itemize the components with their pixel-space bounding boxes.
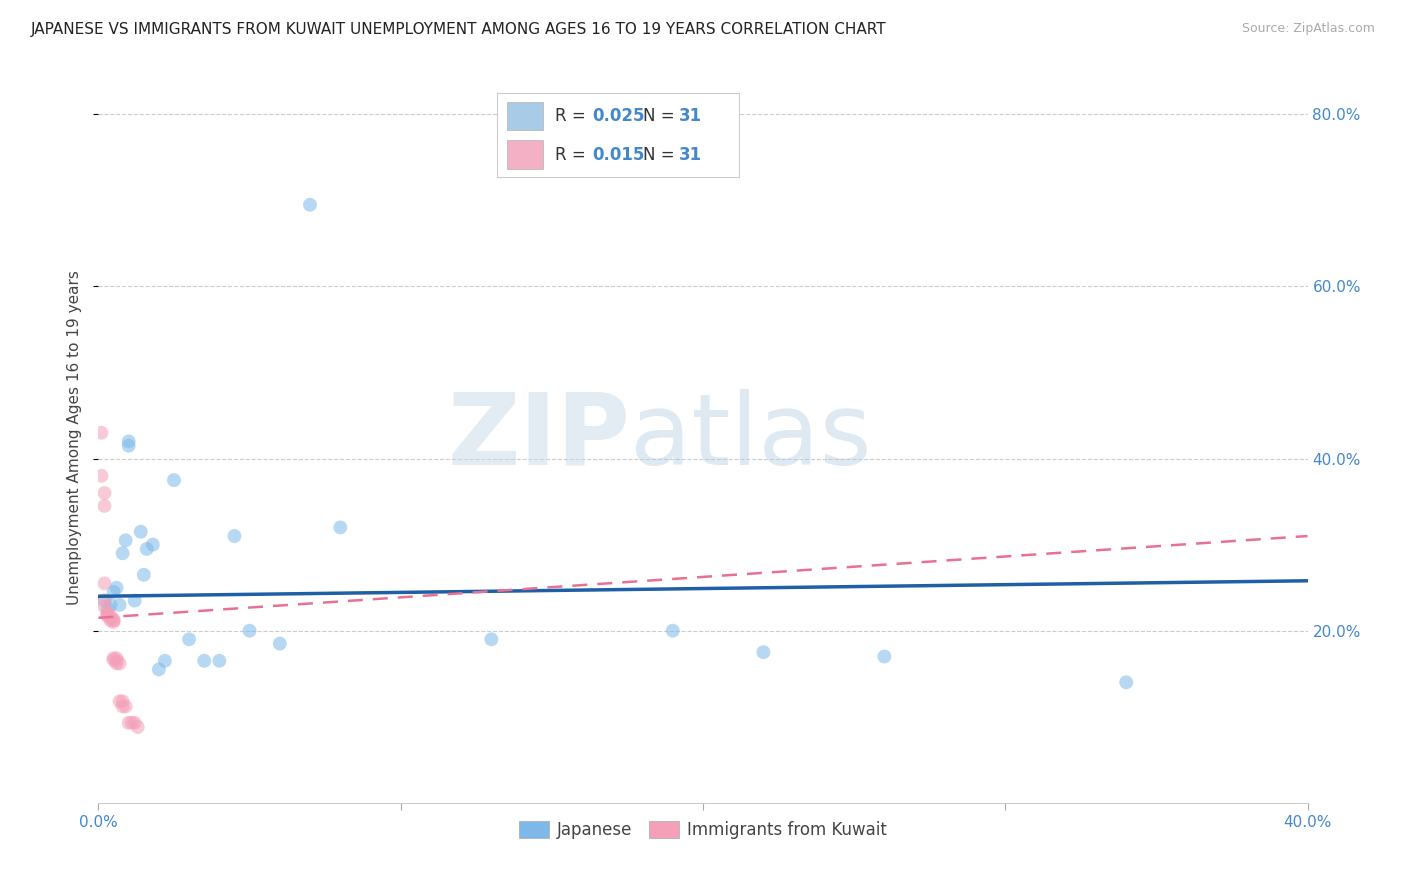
Point xyxy=(108,657,131,671)
Point xyxy=(90,468,112,483)
Point xyxy=(96,608,118,623)
Point xyxy=(96,602,118,616)
Point xyxy=(103,613,125,627)
Point xyxy=(108,598,131,612)
Point xyxy=(93,576,115,591)
Point xyxy=(103,653,125,667)
Point xyxy=(96,607,118,621)
Point xyxy=(148,662,170,676)
Point xyxy=(118,434,141,449)
Text: atlas: atlas xyxy=(630,389,872,485)
Point xyxy=(193,654,215,668)
Point xyxy=(129,524,152,539)
Point xyxy=(124,715,146,730)
Point xyxy=(118,439,141,453)
Point xyxy=(114,533,136,548)
Legend: Japanese, Immigrants from Kuwait: Japanese, Immigrants from Kuwait xyxy=(512,814,894,846)
Point xyxy=(105,651,128,665)
Point xyxy=(100,613,122,627)
Point xyxy=(103,585,125,599)
Point xyxy=(100,598,122,612)
Point xyxy=(93,499,115,513)
Point xyxy=(103,613,125,627)
Point xyxy=(103,651,125,665)
Point xyxy=(114,699,136,714)
Point xyxy=(93,599,115,614)
Point xyxy=(329,520,352,534)
Point xyxy=(179,632,201,647)
Point xyxy=(142,538,165,552)
Point xyxy=(481,632,503,647)
Point xyxy=(299,198,322,212)
Point xyxy=(90,425,112,440)
Point xyxy=(100,608,122,623)
Point xyxy=(124,593,146,607)
Point xyxy=(132,567,155,582)
Point xyxy=(661,624,683,638)
Text: ZIP: ZIP xyxy=(447,389,630,485)
Point xyxy=(1115,675,1137,690)
Point xyxy=(96,609,118,624)
Point xyxy=(118,715,141,730)
Point xyxy=(224,529,246,543)
Y-axis label: Unemployment Among Ages 16 to 19 years: Unemployment Among Ages 16 to 19 years xyxy=(67,269,83,605)
Point xyxy=(108,694,131,708)
Point xyxy=(100,611,122,625)
Point xyxy=(153,654,176,668)
Point xyxy=(127,720,149,734)
Point xyxy=(239,624,262,638)
Point xyxy=(93,593,115,607)
Point xyxy=(105,654,128,668)
Point xyxy=(121,715,143,730)
Point xyxy=(105,581,128,595)
Text: JAPANESE VS IMMIGRANTS FROM KUWAIT UNEMPLOYMENT AMONG AGES 16 TO 19 YEARS CORREL: JAPANESE VS IMMIGRANTS FROM KUWAIT UNEMP… xyxy=(31,22,887,37)
Point xyxy=(135,541,157,556)
Point xyxy=(103,615,125,629)
Point xyxy=(111,699,134,714)
Point xyxy=(873,649,896,664)
Point xyxy=(752,645,775,659)
Point xyxy=(96,607,118,621)
Point xyxy=(105,657,128,671)
Point xyxy=(269,637,291,651)
Point xyxy=(163,473,186,487)
Point xyxy=(93,593,115,607)
Point xyxy=(208,654,231,668)
Point xyxy=(111,546,134,560)
Text: Source: ZipAtlas.com: Source: ZipAtlas.com xyxy=(1241,22,1375,36)
Point xyxy=(93,486,115,500)
Point xyxy=(111,694,134,708)
